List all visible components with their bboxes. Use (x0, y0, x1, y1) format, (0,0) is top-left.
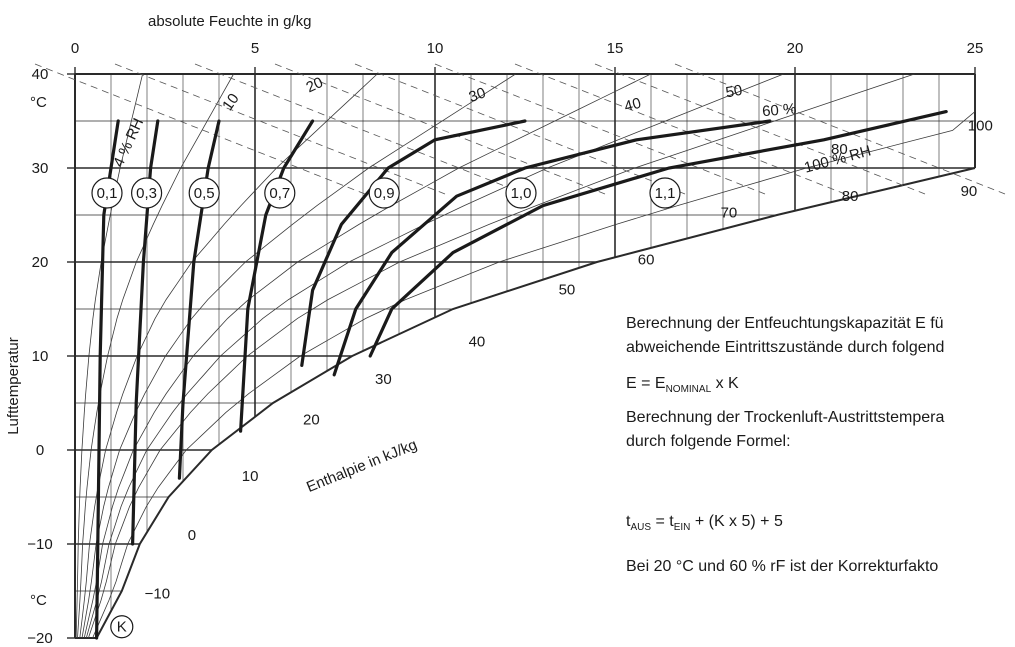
rh-label: 50 (724, 82, 743, 102)
series-label-0-1: 0,1 (97, 185, 118, 202)
series-line-1-1 (368, 110, 948, 358)
rh-label: 40 (622, 95, 643, 116)
series-label-0-5: 0,5 (194, 185, 215, 202)
enthalpy-label: 60 (638, 252, 655, 269)
sidebar-line-5: Bei 20 °C und 60 % rF ist der Korrekturf… (626, 558, 939, 575)
y-tick-label: 20 (32, 254, 49, 271)
enthalpy-label: 40 (469, 333, 486, 350)
sidebar-line-3: Berechnung der Trockenluft-Austrittstemp… (626, 409, 945, 426)
series-circle-0-1 (91, 177, 123, 209)
y-tick-label: −10 (27, 536, 52, 553)
formula-sub-ein: EIN (673, 522, 691, 533)
rh-label: 80 (831, 141, 848, 158)
rh-curve (77, 73, 234, 639)
enthalpy-line (274, 63, 606, 195)
rh-curve (88, 73, 915, 639)
y-tick-label: 10 (32, 348, 49, 365)
rh-curve (85, 73, 784, 639)
formula-t-aus: t (626, 513, 631, 530)
rh-curve (83, 73, 651, 639)
y-unit-bottom: °C (30, 592, 47, 609)
rh-label: 90 (961, 183, 978, 200)
enthalpy-label: 10 (242, 468, 259, 485)
sidebar-line-1: Berechnung der Entfeuchtungskapazität E … (626, 315, 944, 332)
y-tick-label: 0 (36, 442, 44, 459)
rh-label: 10 (219, 90, 242, 113)
series-line-1-0 (332, 119, 772, 377)
series-circle-1-0 (505, 177, 537, 209)
enthalpy-label: 20 (303, 411, 320, 428)
rh-label: 60 % (761, 100, 797, 120)
formula-capacity-tail: x K (711, 375, 739, 392)
rh-label: 20 (304, 74, 326, 96)
rh-label: 80 (842, 188, 859, 205)
enthalpy-axis-title: Enthalpie in kJ/kg (304, 436, 419, 496)
formula-sub-aus: AUS (630, 522, 652, 533)
series-circle-0-5 (188, 177, 220, 209)
k-marker-label: K (117, 619, 127, 636)
series-line-0-1 (95, 119, 120, 640)
enthalpy-label: 50 (559, 282, 576, 299)
y-unit-top: °C (30, 94, 47, 111)
rh-label: 100 (968, 117, 993, 134)
formula-outlet-temp: tAUS = tEIN + (K x 5) + 5 (626, 512, 783, 538)
enthalpy-line (354, 63, 686, 195)
series-circle-1-1 (649, 177, 681, 209)
series-circle-0-9 (368, 177, 400, 209)
series-circle-0-7 (264, 177, 296, 209)
series-line-0-7 (239, 119, 315, 433)
x-tick-label: 20 (787, 40, 804, 57)
series-line-0-5 (177, 119, 221, 480)
formula-tail: + (K x 5) + 5 (690, 513, 783, 530)
x-tick-label: 5 (251, 40, 259, 57)
y-axis-title: Lufttemperatur (5, 337, 22, 435)
formula-t-ein: = t (651, 513, 674, 530)
enthalpy-label: −10 (145, 585, 170, 602)
series-label-0-7: 0,7 (269, 185, 290, 202)
sidebar-line-4: durch folgende Formel: (626, 433, 791, 450)
chart-grid (67, 67, 976, 639)
series-label-0-3: 0,3 (136, 185, 157, 202)
sidebar-line-2: abweichende Eintrittszustände durch folg… (626, 339, 945, 356)
series-line-0-3 (131, 119, 160, 546)
x-tick-label: 0 (71, 40, 79, 57)
formula-capacity-main: E = E (626, 375, 666, 392)
rh-label: 30 (467, 84, 488, 106)
series-line-0-9 (300, 119, 527, 367)
y-tick-label: 40 (32, 66, 49, 83)
enthalpy-label: 30 (375, 371, 392, 388)
formula-capacity-sub: NOMINAL (665, 384, 712, 395)
rh-curve (92, 74, 976, 639)
x-tick-label: 15 (607, 40, 624, 57)
series-label-0-9: 0,9 (374, 185, 395, 202)
series-label-1-1: 1,1 (655, 185, 676, 202)
y-tick-label: −20 (27, 630, 52, 647)
rh-curve (75, 73, 143, 639)
series-circle-0-3 (131, 177, 163, 209)
k-marker-circle (110, 615, 134, 639)
formula-capacity: E = ENOMINAL x K (626, 374, 739, 400)
correction-factor-series: 0,1 0,3 0,5 0,7 0,9 1,0 1,1 (91, 110, 948, 640)
x-tick-label: 25 (967, 40, 984, 57)
y-tick-label: 30 (32, 160, 49, 177)
series-label-1-0: 1,0 (511, 185, 532, 202)
x-axis-title: absolute Feuchte in g/kg (148, 13, 311, 30)
x-tick-label: 10 (427, 40, 444, 57)
enthalpy-label: 0 (188, 527, 196, 544)
enthalpy-label: 70 (721, 205, 738, 222)
rh-curve (81, 73, 516, 639)
